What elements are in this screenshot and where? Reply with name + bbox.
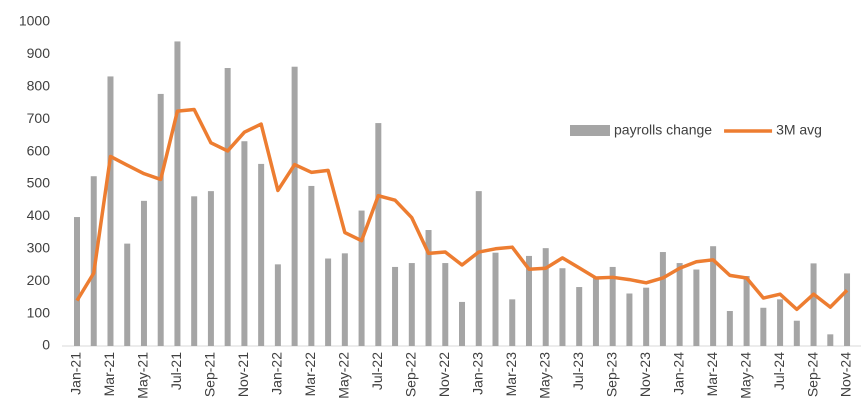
x-tick-label: May-21	[135, 352, 151, 399]
bar	[810, 263, 817, 346]
bar	[710, 246, 717, 346]
bar	[308, 185, 315, 346]
bar	[207, 191, 214, 346]
line	[75, 107, 849, 312]
bar	[358, 210, 365, 346]
bar	[643, 287, 650, 346]
bar	[542, 248, 549, 346]
y-tick-label: 100	[27, 304, 51, 320]
x-tick-label: Jan-22	[269, 352, 285, 395]
y-tick-label: 500	[27, 175, 51, 191]
bar	[492, 252, 499, 346]
y-tick-label: 0	[42, 337, 50, 353]
x-tick-label: Jul-22	[369, 352, 385, 390]
bar	[844, 273, 851, 346]
bar	[609, 266, 616, 346]
bar	[509, 299, 516, 346]
bar	[157, 93, 164, 346]
x-tick-label: Mar-23	[503, 352, 519, 397]
bar	[274, 264, 281, 346]
x-tick-label: Jan-23	[469, 352, 485, 395]
x-tick-label: May-23	[536, 352, 552, 399]
legend-swatch	[570, 125, 610, 136]
y-tick-label: 300	[27, 240, 51, 256]
bar	[74, 217, 80, 346]
legend-label: 3M avg	[776, 122, 822, 138]
legend-label: payrolls change	[614, 122, 712, 138]
x-tick-label: Mar-21	[101, 352, 117, 397]
bar	[827, 334, 834, 346]
x-tick-label: May-22	[336, 352, 352, 399]
x-tick-label: Jul-24	[771, 352, 787, 390]
bar	[475, 191, 482, 346]
bar	[241, 141, 248, 346]
x-tick-label: Sep-24	[804, 352, 820, 397]
x-tick-label: Jan-21	[68, 352, 84, 395]
x-tick-label: May-24	[737, 352, 753, 399]
y-tick-label: 700	[27, 110, 51, 126]
bar	[325, 258, 332, 346]
y-tick-label: 600	[27, 142, 51, 158]
x-tick-label: Nov-22	[436, 352, 452, 397]
bar	[191, 196, 198, 346]
x-tick-label: Sep-22	[403, 352, 419, 397]
bar	[442, 263, 449, 346]
bar	[726, 311, 733, 346]
y-tick-label: 1000	[19, 13, 50, 29]
x-tick-label: Nov-23	[637, 352, 653, 397]
x-tick-label: Jan-24	[670, 352, 686, 395]
bar	[777, 299, 784, 346]
bar	[676, 263, 683, 346]
y-tick-label: 200	[27, 272, 51, 288]
bar	[341, 253, 348, 346]
bar	[659, 252, 666, 346]
x-tick-label: Mar-24	[704, 352, 720, 397]
y-tick-label: 400	[27, 207, 51, 223]
bar	[140, 200, 147, 346]
bar	[760, 307, 767, 346]
bar	[793, 320, 800, 346]
bar	[626, 293, 633, 346]
bar	[425, 230, 432, 346]
bar	[525, 255, 532, 346]
y-tick-label: 900	[27, 45, 51, 61]
x-tick-label: Mar-22	[302, 352, 318, 397]
bar	[375, 123, 382, 346]
bar	[592, 277, 599, 346]
bar	[459, 301, 466, 346]
bar	[576, 287, 583, 346]
x-tick-label: Jul-23	[570, 352, 586, 390]
bar	[693, 269, 700, 346]
bar	[559, 268, 566, 346]
x-tick-label: Sep-23	[603, 352, 619, 397]
y-tick-label: 800	[27, 78, 51, 94]
bar	[392, 266, 399, 346]
bar	[224, 68, 231, 347]
bar	[174, 41, 181, 346]
x-tick-label: Nov-24	[838, 352, 854, 397]
bar	[291, 66, 298, 346]
bar	[107, 76, 114, 346]
x-tick-label: Nov-21	[235, 352, 251, 397]
x-tick-label: Jul-21	[168, 352, 184, 390]
bar	[743, 276, 750, 346]
bar	[258, 163, 265, 346]
bar	[124, 243, 131, 346]
bar	[408, 263, 415, 346]
x-tick-label: Sep-21	[202, 352, 218, 397]
